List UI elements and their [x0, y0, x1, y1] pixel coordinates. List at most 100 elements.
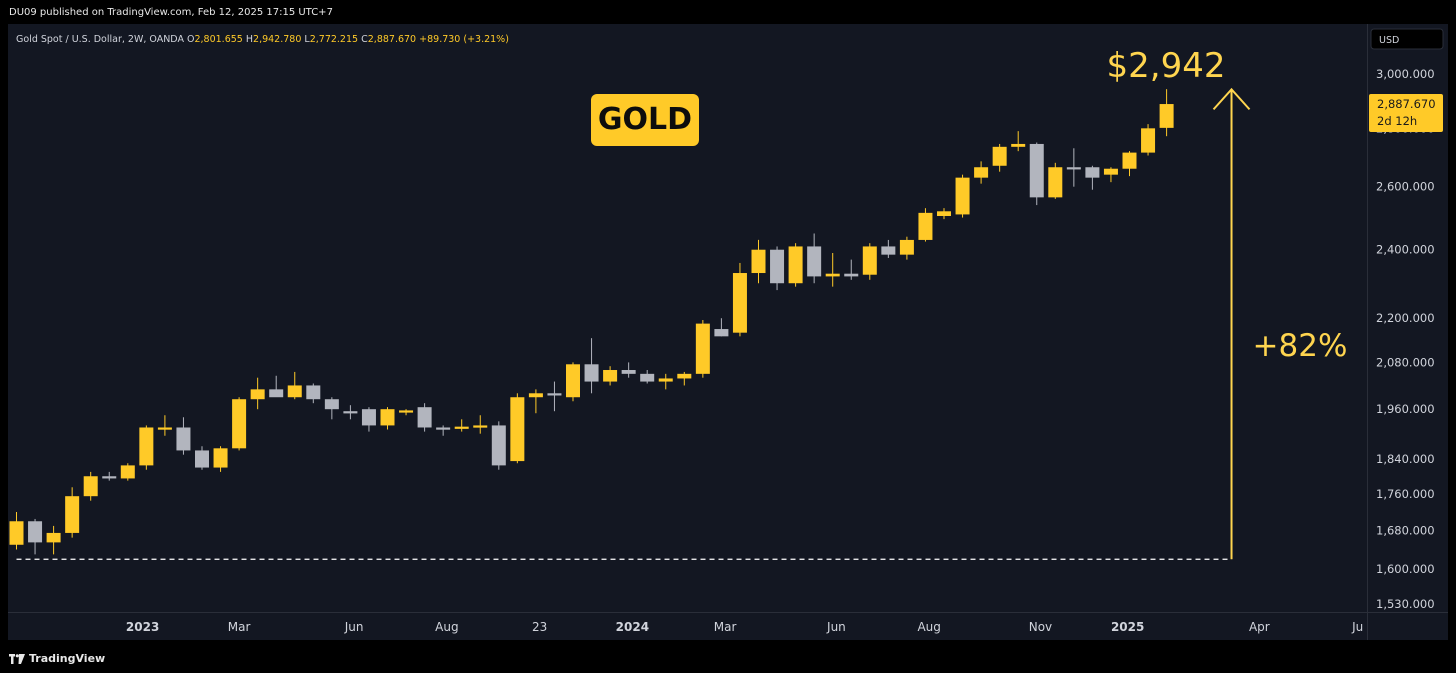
chart-frame: Gold Spot / U.S. Dollar, 2W, OANDA O2,80… — [0, 24, 1456, 648]
candle-body[interactable] — [510, 397, 525, 462]
x-tick-label: Ju — [1351, 620, 1363, 634]
candle-body[interactable] — [324, 399, 339, 410]
candle-body[interactable] — [491, 425, 506, 466]
candle-body[interactable] — [46, 532, 61, 543]
current-price-value: 2,887.670 — [1377, 97, 1436, 111]
candle-body[interactable] — [1066, 167, 1081, 170]
candle-body[interactable] — [454, 426, 469, 429]
publish-line: DU09 published on TradingView.com, Feb 1… — [9, 7, 333, 18]
x-tick-label: Aug — [435, 620, 458, 634]
candle-body[interactable] — [603, 370, 618, 382]
candle-body[interactable] — [176, 427, 191, 451]
candle-body[interactable] — [640, 373, 655, 382]
candle-body[interactable] — [157, 427, 172, 430]
candle-body[interactable] — [269, 389, 284, 398]
y-tick-label: 1,530.000 — [1376, 597, 1435, 611]
x-tick-label: Jun — [344, 620, 364, 634]
legend-open-value: 2,801.655 — [194, 34, 242, 45]
candle-body[interactable] — [974, 167, 989, 178]
candle-body[interactable] — [83, 476, 98, 497]
candle-body[interactable] — [1085, 167, 1100, 178]
candle-body[interactable] — [899, 239, 914, 255]
current-price-tag[interactable] — [1369, 94, 1443, 132]
x-tick-label: 2023 — [126, 620, 159, 634]
candle-body[interactable] — [955, 177, 970, 215]
candle-body[interactable] — [751, 249, 766, 274]
candle-body[interactable] — [937, 211, 951, 216]
candle-body[interactable] — [658, 378, 673, 382]
candle-body[interactable] — [770, 249, 785, 284]
gold-badge-label: GOLD — [598, 102, 692, 137]
candle-body[interactable] — [9, 521, 24, 545]
x-tick-label: Nov — [1029, 620, 1052, 634]
candle-body[interactable] — [807, 246, 822, 277]
price-chart[interactable]: Gold Spot / U.S. Dollar, 2W, OANDA O2,80… — [0, 24, 1456, 648]
candle-body[interactable] — [566, 364, 580, 398]
candle-body[interactable] — [677, 373, 692, 379]
candle-body[interactable] — [732, 273, 747, 333]
candle-body[interactable] — [343, 411, 358, 414]
candle-body[interactable] — [862, 246, 877, 275]
gain-arrow-head — [1212, 87, 1251, 111]
y-tick-label: 1,760.000 — [1376, 487, 1435, 501]
candle-body[interactable] — [1048, 167, 1063, 198]
candle-body[interactable] — [250, 389, 265, 400]
y-tick-label: 1,680.000 — [1376, 524, 1435, 538]
candle-body[interactable] — [1029, 143, 1044, 198]
y-tick-label: 3,000.000 — [1376, 67, 1435, 81]
candle-body[interactable] — [1159, 104, 1174, 128]
candle-body[interactable] — [120, 465, 135, 479]
candle-body[interactable] — [788, 246, 803, 284]
legend-high-label: H — [246, 34, 253, 45]
candle-body[interactable] — [992, 146, 1007, 166]
candle-body[interactable] — [195, 450, 209, 468]
x-tick-label: Apr — [1249, 620, 1270, 634]
candle-body[interactable] — [28, 521, 43, 543]
candle-body[interactable] — [399, 410, 414, 413]
legend-close-label: C — [361, 34, 368, 45]
candle-body[interactable] — [1122, 152, 1137, 169]
currency-button-label: USD — [1379, 35, 1399, 46]
peak-price-annotation: $2,942 — [1107, 46, 1226, 86]
candle-body[interactable] — [473, 425, 488, 428]
candle-body[interactable] — [139, 427, 154, 466]
bottom-bar: TradingView — [0, 648, 1456, 673]
candle-body[interactable] — [306, 385, 321, 400]
candle-body[interactable] — [918, 212, 933, 240]
candle-body[interactable] — [380, 409, 395, 426]
candle-body[interactable] — [714, 329, 729, 337]
brand-name: TradingView — [29, 652, 106, 665]
candle-body[interactable] — [287, 385, 302, 398]
brand[interactable]: TradingView — [9, 652, 105, 665]
candle-body[interactable] — [436, 427, 451, 430]
legend-low-value: 2,772.215 — [310, 34, 358, 45]
candle-body[interactable] — [1141, 128, 1156, 153]
x-tick-label: Aug — [917, 620, 940, 634]
candle-body[interactable] — [213, 448, 228, 468]
candle-body[interactable] — [621, 370, 636, 374]
x-tick-label: 23 — [532, 620, 547, 634]
x-tick-label: Mar — [714, 620, 737, 634]
legend-low-label: L — [304, 34, 310, 45]
candle-body[interactable] — [361, 409, 376, 426]
candle-body[interactable] — [102, 476, 117, 479]
y-tick-label: 1,960.000 — [1376, 402, 1435, 416]
currency-button[interactable] — [1370, 28, 1444, 50]
legend-high-value: 2,942.780 — [253, 34, 301, 45]
candle-body[interactable] — [232, 399, 247, 449]
legend-open-label: O — [187, 34, 194, 45]
candle-body[interactable] — [825, 273, 840, 277]
candle-body[interactable] — [1103, 168, 1118, 175]
candle-body[interactable] — [528, 393, 543, 398]
candle-body[interactable] — [65, 496, 80, 533]
candle-body[interactable] — [695, 323, 710, 374]
candle-body[interactable] — [547, 393, 562, 396]
y-tick-label: 1,600.000 — [1376, 562, 1435, 576]
candle-body[interactable] — [417, 407, 432, 428]
candle-body[interactable] — [1011, 143, 1026, 147]
candle-body[interactable] — [584, 364, 599, 382]
candle-body[interactable] — [881, 246, 896, 255]
legend-change: +89.730 (+3.21%) — [419, 34, 509, 45]
publish-bar: DU09 published on TradingView.com, Feb 1… — [0, 0, 1456, 24]
candle-body[interactable] — [844, 273, 859, 277]
